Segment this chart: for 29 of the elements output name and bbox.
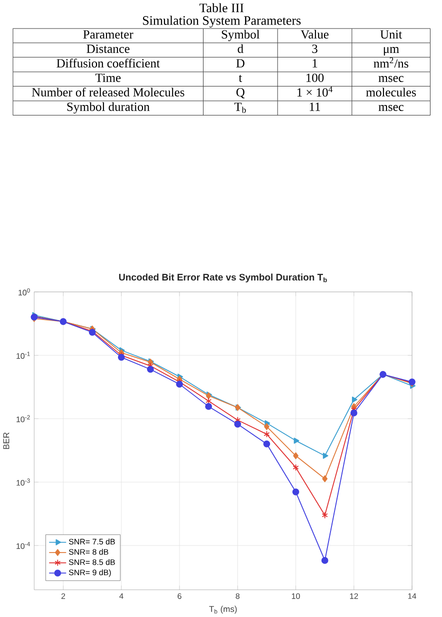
text: t <box>238 74 242 82</box>
text: Table III <box>199 3 244 12</box>
text: nm$^{2}$/ns <box>374 57 408 68</box>
text: D <box>236 59 244 68</box>
text: 100 <box>306 74 324 82</box>
x-axis-title: T$_{b}$ (ms) <box>209 606 237 614</box>
text: Q <box>236 88 245 98</box>
text: 1 × 10$^{4}$ <box>297 86 332 97</box>
text: Distance <box>86 44 130 53</box>
text: Simulation System Parameters <box>142 16 301 28</box>
text: Symbol duration <box>67 102 150 114</box>
text: μm <box>384 46 400 56</box>
text: msec <box>378 104 404 111</box>
chart-title: Uncoded Bit Error Rate vs Symbol Duration T$_{b}$ <box>119 274 327 282</box>
text: Symbol <box>222 30 260 42</box>
text: d <box>238 44 244 53</box>
text: Number of released Molecules <box>32 88 184 96</box>
y-axis-title: BER <box>3 432 10 449</box>
text: 1 <box>312 59 318 68</box>
text: Time <box>95 74 121 82</box>
text: molecules <box>366 88 416 96</box>
text: Diffusion coefficient <box>56 58 160 68</box>
text: msec <box>378 76 404 82</box>
text: Value <box>300 30 328 39</box>
text: T$_{b}$ <box>234 102 246 113</box>
text: Unit <box>380 30 402 39</box>
text: 11 <box>310 102 320 111</box>
text: Parameter <box>83 30 134 39</box>
text: 3 <box>312 44 318 53</box>
